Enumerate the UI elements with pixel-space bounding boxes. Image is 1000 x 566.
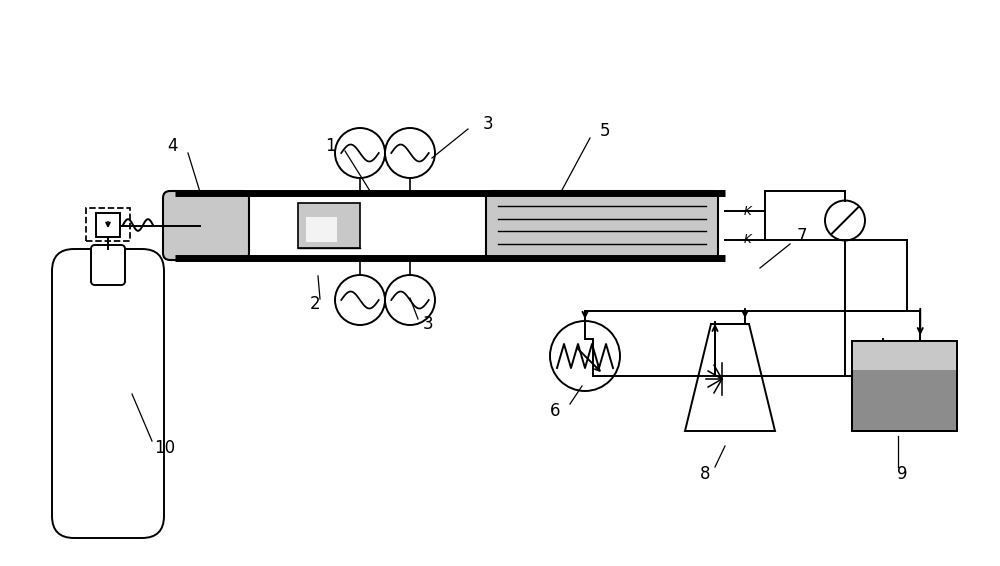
Text: 4: 4: [167, 137, 177, 155]
Bar: [852, 341, 957, 370]
FancyBboxPatch shape: [52, 249, 164, 538]
Text: 5: 5: [600, 122, 610, 140]
Bar: [298, 203, 360, 248]
Text: 8: 8: [700, 465, 710, 483]
Text: 10: 10: [154, 439, 176, 457]
Text: K: K: [744, 205, 752, 218]
Bar: [86, 208, 130, 241]
Text: 2: 2: [310, 295, 320, 313]
Bar: [852, 341, 957, 431]
Text: 3: 3: [423, 315, 433, 333]
Text: 7: 7: [797, 227, 807, 245]
Bar: [306, 217, 337, 242]
Text: 9: 9: [897, 465, 907, 483]
Bar: [852, 341, 957, 431]
FancyBboxPatch shape: [91, 245, 125, 285]
FancyBboxPatch shape: [486, 191, 718, 260]
Text: 6: 6: [550, 402, 560, 420]
Text: 1: 1: [325, 137, 335, 155]
Text: K: K: [744, 233, 752, 246]
Bar: [175, 193, 725, 258]
Text: 3: 3: [483, 115, 493, 133]
Bar: [96, 213, 120, 237]
FancyBboxPatch shape: [163, 191, 249, 260]
